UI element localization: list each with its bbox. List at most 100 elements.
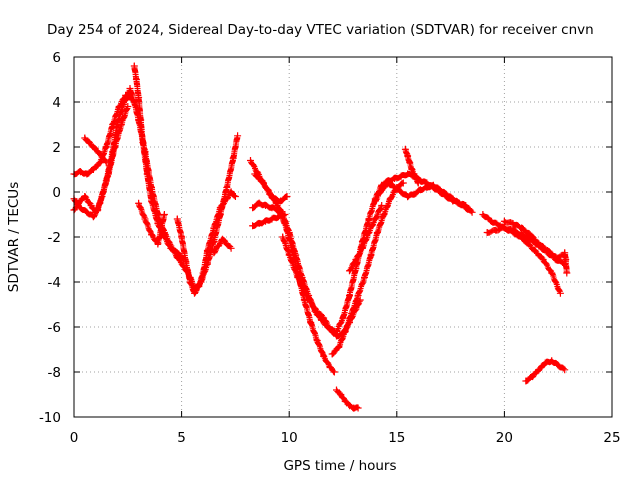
y-tick-label: 2: [52, 140, 61, 156]
data-point: [373, 229, 381, 236]
data-point: [191, 289, 198, 297]
data-point: [251, 170, 259, 178]
data-point: [135, 94, 143, 101]
data-point: [262, 202, 269, 209]
data-point: [195, 283, 203, 290]
data-point: [307, 319, 315, 326]
data-point: [274, 213, 282, 221]
data-point: [81, 134, 89, 142]
data-point: [404, 152, 412, 160]
data-point: [361, 274, 368, 281]
data-point: [528, 373, 536, 380]
data-point: [341, 397, 349, 405]
data-point: [330, 368, 338, 376]
data-point: [466, 206, 474, 214]
data-point: [203, 247, 211, 254]
data-point: [399, 179, 407, 187]
data-point: [354, 292, 362, 299]
y-tick-label: 0: [52, 185, 61, 201]
y-axis-label: SDTVAR / TECUs: [6, 182, 22, 292]
data-point: [249, 204, 257, 212]
data-point: [423, 184, 431, 191]
data-point: [500, 224, 508, 232]
x-tick-label: 0: [70, 430, 79, 446]
data-point: [401, 145, 409, 153]
x-tick-label: 20: [496, 430, 513, 446]
data-point: [167, 244, 175, 252]
data-point: [442, 190, 450, 198]
data-point: [182, 258, 190, 266]
data-point: [262, 217, 269, 225]
data-point: [518, 231, 526, 239]
data-point: [365, 215, 373, 223]
data-point: [563, 269, 571, 277]
data-point: [279, 233, 287, 241]
data-point: [556, 289, 564, 297]
data-point: [249, 222, 257, 230]
data-point: [384, 179, 392, 187]
data-point: [102, 159, 110, 167]
data-point: [326, 364, 334, 371]
data-point: [214, 242, 222, 250]
data-point: [380, 211, 388, 218]
data-point: [130, 62, 138, 70]
data-point: [104, 170, 112, 178]
data-point: [406, 159, 414, 167]
data-point: [124, 103, 132, 110]
series-arc-12: [249, 211, 289, 230]
series-arc-24: [522, 357, 569, 385]
data-point: [526, 231, 534, 239]
data-point: [561, 249, 569, 257]
data-point: [139, 139, 147, 146]
x-axis-label: GPS time / hours: [283, 458, 396, 474]
series-arc-18: [346, 202, 386, 275]
data-point: [410, 170, 418, 178]
data-point: [231, 193, 239, 200]
data-point: [98, 193, 106, 200]
data-point: [339, 314, 347, 322]
data-point: [229, 154, 237, 162]
data-point: [117, 121, 125, 128]
data-markers: [70, 62, 571, 412]
data-point: [492, 226, 500, 234]
data-point: [137, 116, 145, 124]
data-point: [541, 359, 549, 367]
data-point: [274, 206, 282, 214]
data-point: [404, 193, 412, 200]
data-point: [378, 186, 386, 194]
data-point: [352, 265, 360, 272]
data-point: [98, 152, 106, 160]
series-arc-08: [173, 188, 239, 297]
data-point: [281, 220, 289, 227]
data-point: [148, 197, 155, 205]
series-arc-17: [333, 386, 362, 412]
series-arc-20: [401, 145, 422, 187]
data-point: [479, 211, 487, 218]
data-point: [285, 251, 293, 259]
x-tick-label: 15: [388, 430, 405, 446]
x-tick-label: 5: [177, 430, 186, 446]
data-point: [154, 240, 162, 248]
data-point: [77, 204, 84, 212]
data-point: [535, 366, 543, 374]
data-point: [311, 305, 319, 313]
series-trace: [251, 171, 290, 205]
data-point: [255, 220, 263, 227]
data-point: [412, 175, 420, 182]
data-point: [518, 224, 526, 232]
series-arc-04: [81, 134, 110, 167]
data-point: [132, 76, 140, 83]
chart-title: Day 254 of 2024, Sidereal Day-to-day VTE…: [47, 22, 594, 38]
data-point: [199, 269, 207, 277]
y-tick-label: -10: [39, 410, 61, 426]
data-point: [391, 175, 399, 182]
data-point: [178, 233, 186, 241]
data-point: [500, 217, 508, 225]
data-point: [429, 181, 437, 189]
data-point: [89, 166, 97, 173]
data-point: [268, 204, 276, 212]
y-tick-label: -4: [48, 275, 61, 291]
data-point: [346, 402, 353, 410]
data-point: [548, 269, 556, 277]
